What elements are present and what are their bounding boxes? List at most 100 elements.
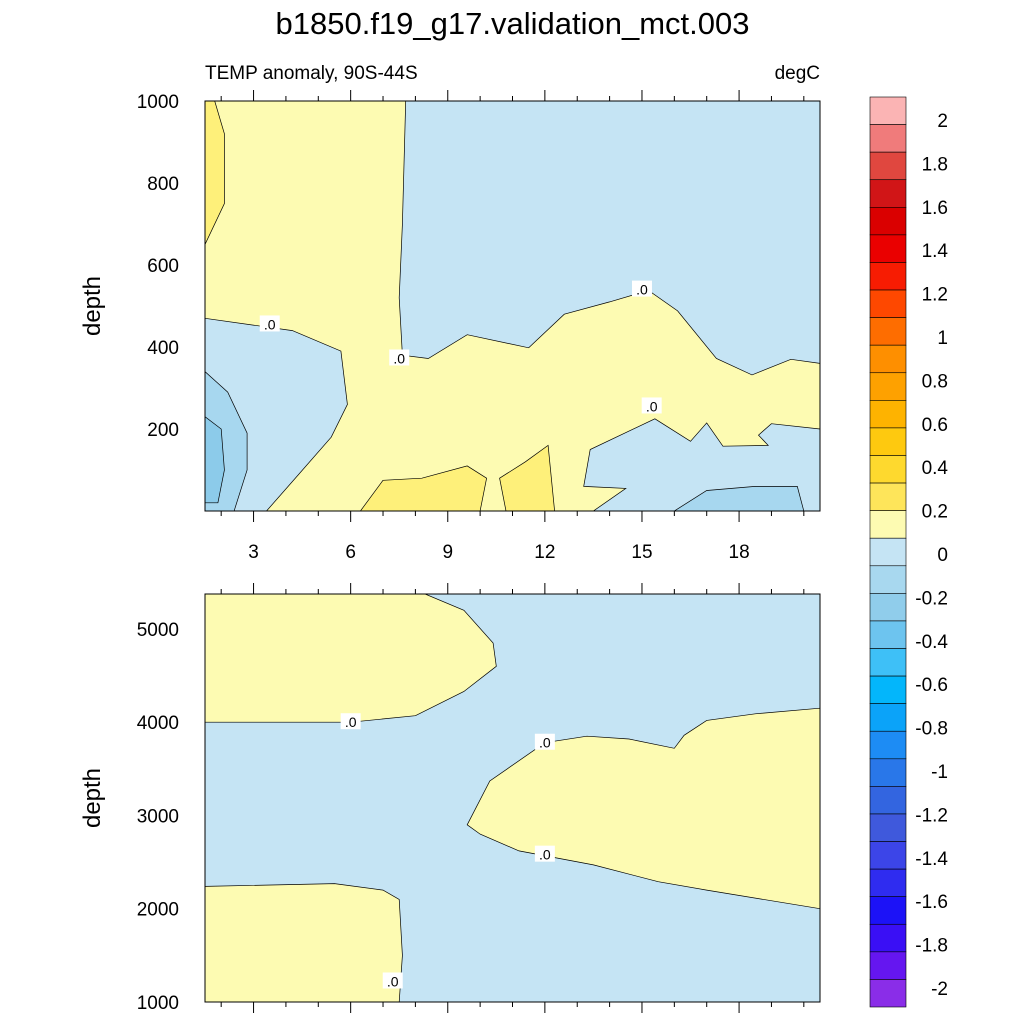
colorbar-swatch-1: [869, 124, 907, 153]
x-tick-label-15: 15: [631, 542, 652, 563]
colorbar-label-13: -0.6: [915, 675, 948, 696]
colorbar-label-16: -1.2: [915, 805, 948, 826]
contour-label-1-2: .0: [539, 735, 551, 751]
colorbar-label-2: 1.6: [922, 198, 948, 219]
contour-region-1-2: [466, 707, 820, 910]
y-tick-label-0-1000: 1000: [137, 92, 179, 113]
colorbar-swatch-15: [869, 510, 907, 539]
colorbar-label-7: 0.6: [922, 415, 948, 436]
colorbar-swatch-23: [869, 730, 907, 760]
y-tick-label-1-1000: 1000: [137, 993, 179, 1014]
x-tick-label-18: 18: [729, 542, 750, 563]
colorbar-label-20: -2: [931, 979, 948, 1000]
colorbar-swatch-6: [869, 262, 907, 291]
y-tick-label-0-400: 400: [147, 338, 179, 359]
colorbar-label-1: 1.8: [922, 154, 948, 175]
colorbar-label-9: 0.2: [922, 502, 948, 523]
colorbar-swatch-29: [869, 896, 907, 925]
colorbar-label-18: -1.6: [915, 892, 948, 913]
contour-label-1-0: .0: [387, 973, 399, 989]
contour-label-bg-1-2: [534, 733, 555, 750]
contour-label-0-0: .0: [264, 316, 276, 332]
colorbar-swatch-2: [869, 151, 907, 181]
contour-label-bg-0-0: [259, 315, 280, 332]
units-subtitle: degC: [774, 63, 820, 84]
y-tick-label-0-200: 200: [147, 420, 179, 441]
contour-label-bg-0-1: [389, 349, 410, 366]
colorbar-swatch-0: [869, 96, 907, 125]
colorbar-swatch-22: [869, 703, 907, 732]
x-tick-label-12: 12: [534, 542, 555, 563]
contour-region-1-1: [205, 883, 403, 1002]
colorbar-swatch-17: [869, 565, 907, 594]
contour-label-0-3: .0: [646, 398, 658, 414]
colorbar-label-11: -0.2: [915, 588, 948, 609]
y-tick-label-0-800: 800: [147, 174, 179, 195]
colorbar-label-4: 1.2: [922, 285, 948, 306]
colorbar-swatch-30: [869, 923, 907, 953]
colorbar-label-5: 1: [937, 328, 948, 349]
colorbar-swatch-5: [869, 234, 907, 263]
contour-region-0-9: [205, 101, 225, 245]
colorbar-swatch-27: [869, 841, 907, 870]
y-axis-label-1: depth: [79, 768, 106, 828]
colorbar-swatch-20: [869, 648, 907, 677]
colorbar-label-6: 0.8: [922, 371, 948, 392]
colorbar-swatch-4: [869, 207, 907, 236]
colorbar-label-0: 2: [937, 111, 948, 132]
contour-label-1-1: .0: [539, 847, 551, 863]
contour-label-bg-1-1: [534, 845, 555, 862]
x-tick-label-9: 9: [442, 542, 453, 563]
variable-subtitle: TEMP anomaly, 90S-44S: [205, 63, 418, 84]
colorbar-swatch-28: [869, 868, 907, 897]
colorbar-label-17: -1.4: [915, 849, 948, 870]
contour-region-1-3: [205, 594, 497, 723]
y-tick-label-1-3000: 3000: [137, 806, 179, 827]
colorbar-swatch-12: [869, 427, 907, 456]
colorbar-label-8: 0.4: [922, 458, 949, 479]
colorbar-swatch-31: [869, 951, 907, 980]
colorbar-swatch-24: [869, 758, 907, 787]
colorbar-swatch-8: [869, 317, 907, 346]
colorbar-swatch-18: [869, 593, 907, 622]
contour-label-bg-0-3: [641, 397, 662, 414]
y-tick-label-1-2000: 2000: [137, 900, 179, 921]
colorbar-label-3: 1.4: [922, 241, 949, 262]
y-axis-label-0: depth: [79, 276, 106, 336]
colorbar-swatch-13: [869, 455, 907, 484]
colorbar-swatch-26: [869, 813, 907, 842]
colorbar-swatch-9: [869, 344, 907, 374]
colorbar-swatch-3: [869, 179, 907, 208]
colorbar-label-10: 0: [937, 545, 948, 566]
colorbar-swatch-11: [869, 400, 907, 429]
contour-label-1-3: .0: [345, 714, 357, 730]
contour-region-0-6: [205, 416, 225, 504]
contour-label-bg-1-0: [382, 972, 403, 989]
colorbar-label-15: -1: [931, 762, 948, 783]
colorbar-label-14: -0.8: [915, 719, 948, 740]
colorbar-swatch-7: [869, 289, 907, 318]
colorbar-label-19: -1.8: [915, 936, 948, 957]
x-tick-label-6: 6: [345, 542, 356, 563]
contour-region-0-7: [359, 465, 487, 511]
contour-label-bg-1-3: [340, 713, 361, 730]
contour-region-0-4: [673, 486, 805, 511]
y-tick-label-1-4000: 4000: [137, 713, 179, 734]
y-tick-label-0-600: 600: [147, 256, 179, 277]
colorbar-swatch-16: [869, 537, 907, 567]
colorbar-swatch-32: [869, 979, 907, 1008]
colorbar-swatch-21: [869, 675, 907, 704]
colorbar-swatch-10: [869, 372, 907, 401]
y-tick-label-1-5000: 5000: [137, 620, 179, 641]
contour-label-bg-0-2: [631, 280, 652, 297]
contour-region-0-2: [398, 101, 820, 376]
colorbar-label-12: -0.4: [915, 632, 948, 653]
contour-label-0-1: .0: [393, 350, 405, 366]
colorbar-swatch-14: [869, 482, 907, 511]
contour-region-0-8: [499, 444, 555, 511]
colorbar-swatch-19: [869, 620, 907, 649]
x-tick-label-3: 3: [248, 542, 259, 563]
colorbar-swatch-25: [869, 786, 907, 815]
contour-label-0-2: .0: [636, 282, 648, 298]
